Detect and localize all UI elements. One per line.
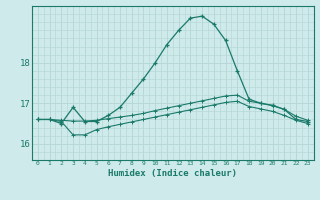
- X-axis label: Humidex (Indice chaleur): Humidex (Indice chaleur): [108, 169, 237, 178]
